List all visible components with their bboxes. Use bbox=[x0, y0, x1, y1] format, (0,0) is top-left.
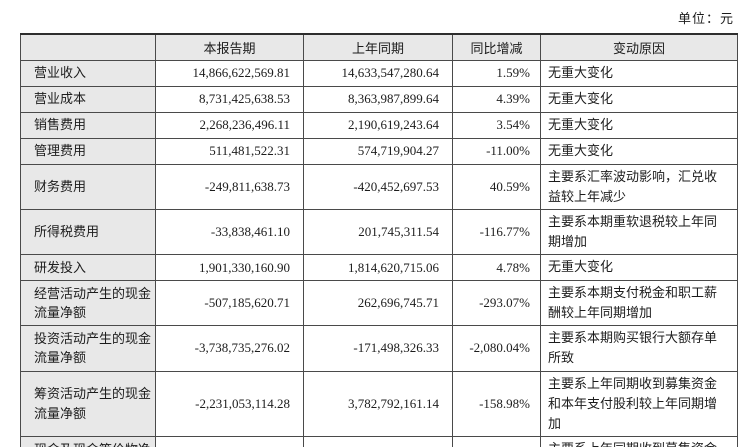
financial-comparison-table: 本报告期 上年同期 同比增减 变动原因 营业收入 14,866,622,569.… bbox=[20, 33, 738, 447]
table-row: 筹资活动产生的现金流量净额 -2,231,053,114.28 3,782,79… bbox=[20, 370, 738, 438]
current-value: -2,231,053,114.28 bbox=[155, 370, 304, 438]
row-label: 经营活动产生的现金流量净额 bbox=[20, 280, 156, 327]
yoy-change: 4.78% bbox=[452, 254, 541, 282]
yoy-change: -11.00% bbox=[452, 137, 541, 165]
row-label: 管理费用 bbox=[20, 137, 156, 165]
row-label: 营业收入 bbox=[20, 59, 156, 87]
current-value: -249,811,638.73 bbox=[155, 163, 304, 210]
current-value: -3,738,735,276.02 bbox=[155, 325, 304, 372]
table-row: 现金及现金等价物净增加额 -6,386,639,986.44 3,919,584… bbox=[20, 436, 738, 447]
table-row: 经营活动产生的现金流量净额 -507,185,620.71 262,696,74… bbox=[20, 280, 738, 327]
current-value: -6,386,639,986.44 bbox=[155, 436, 304, 447]
table-row: 研发投入 1,901,330,160.90 1,814,620,715.06 4… bbox=[20, 254, 738, 282]
table-row: 营业成本 8,731,425,638.53 8,363,987,899.64 4… bbox=[20, 85, 738, 113]
prior-value: 14,633,547,280.64 bbox=[303, 59, 453, 87]
change-reason: 主要系本期重软退税较上年同期增加 bbox=[540, 208, 738, 256]
header-prior-period: 上年同期 bbox=[303, 33, 453, 61]
change-reason: 无重大变化 bbox=[540, 85, 738, 113]
row-label: 销售费用 bbox=[20, 111, 156, 139]
change-reason: 主要系上年同期收到募集资金和本年购买银行大额存单所致 bbox=[540, 436, 738, 447]
change-reason: 主要系本期购买银行大额存单所致 bbox=[540, 325, 738, 372]
yoy-change: -2,080.04% bbox=[452, 325, 541, 372]
yoy-change: -293.07% bbox=[452, 280, 541, 327]
change-reason: 无重大变化 bbox=[540, 254, 738, 282]
yoy-change: -116.77% bbox=[452, 208, 541, 256]
prior-value: 1,814,620,715.06 bbox=[303, 254, 453, 282]
change-reason: 无重大变化 bbox=[540, 59, 738, 87]
current-value: 14,866,622,569.81 bbox=[155, 59, 304, 87]
prior-value: 201,745,311.54 bbox=[303, 208, 453, 256]
yoy-change: -262.94% bbox=[452, 436, 541, 447]
row-label: 筹资活动产生的现金流量净额 bbox=[20, 370, 156, 438]
prior-value: 3,919,584,443.18 bbox=[303, 436, 453, 447]
unit-label: 单位：元 bbox=[677, 11, 734, 26]
prior-value: 262,696,745.71 bbox=[303, 280, 453, 327]
yoy-change: 1.59% bbox=[452, 59, 541, 87]
row-label: 财务费用 bbox=[20, 163, 156, 210]
current-value: -507,185,620.71 bbox=[155, 280, 304, 327]
header-current-period: 本报告期 bbox=[155, 33, 304, 61]
prior-value: -420,452,697.53 bbox=[303, 163, 453, 210]
header-change-reason: 变动原因 bbox=[540, 33, 738, 61]
row-label: 所得税费用 bbox=[20, 208, 156, 256]
current-value: -33,838,461.10 bbox=[155, 208, 304, 256]
change-reason: 无重大变化 bbox=[540, 137, 738, 165]
header-blank bbox=[20, 33, 156, 61]
yoy-change: 3.54% bbox=[452, 111, 541, 139]
current-value: 511,481,522.31 bbox=[155, 137, 304, 165]
change-reason: 主要系汇率波动影响，汇兑收益较上年减少 bbox=[540, 163, 738, 210]
row-label: 现金及现金等价物净增加额 bbox=[20, 436, 156, 447]
header-yoy-change: 同比增减 bbox=[452, 33, 541, 61]
table-row: 所得税费用 -33,838,461.10 201,745,311.54 -116… bbox=[20, 208, 738, 256]
row-label: 研发投入 bbox=[20, 254, 156, 282]
table-header-row: 本报告期 上年同期 同比增减 变动原因 bbox=[20, 33, 738, 61]
table-row: 投资活动产生的现金流量净额 -3,738,735,276.02 -171,498… bbox=[20, 325, 738, 372]
row-label: 营业成本 bbox=[20, 85, 156, 113]
yoy-change: 40.59% bbox=[452, 163, 541, 210]
change-reason: 主要系本期支付税金和职工薪酬较上年同期增加 bbox=[540, 280, 738, 327]
yoy-change: -158.98% bbox=[452, 370, 541, 438]
table-row: 财务费用 -249,811,638.73 -420,452,697.53 40.… bbox=[20, 163, 738, 210]
table-row: 管理费用 511,481,522.31 574,719,904.27 -11.0… bbox=[20, 137, 738, 165]
table-row: 营业收入 14,866,622,569.81 14,633,547,280.64… bbox=[20, 59, 738, 87]
change-reason: 无重大变化 bbox=[540, 111, 738, 139]
prior-value: -171,498,326.33 bbox=[303, 325, 453, 372]
row-label: 投资活动产生的现金流量净额 bbox=[20, 325, 156, 372]
current-value: 8,731,425,638.53 bbox=[155, 85, 304, 113]
current-value: 2,268,236,496.11 bbox=[155, 111, 304, 139]
table-row: 销售费用 2,268,236,496.11 2,190,619,243.64 3… bbox=[20, 111, 738, 139]
prior-value: 2,190,619,243.64 bbox=[303, 111, 453, 139]
prior-value: 3,782,792,161.14 bbox=[303, 370, 453, 438]
current-value: 1,901,330,160.90 bbox=[155, 254, 304, 282]
prior-value: 8,363,987,899.64 bbox=[303, 85, 453, 113]
change-reason: 主要系上年同期收到募集资金和本年支付股利较上年同期增加 bbox=[540, 370, 738, 438]
prior-value: 574,719,904.27 bbox=[303, 137, 453, 165]
yoy-change: 4.39% bbox=[452, 85, 541, 113]
